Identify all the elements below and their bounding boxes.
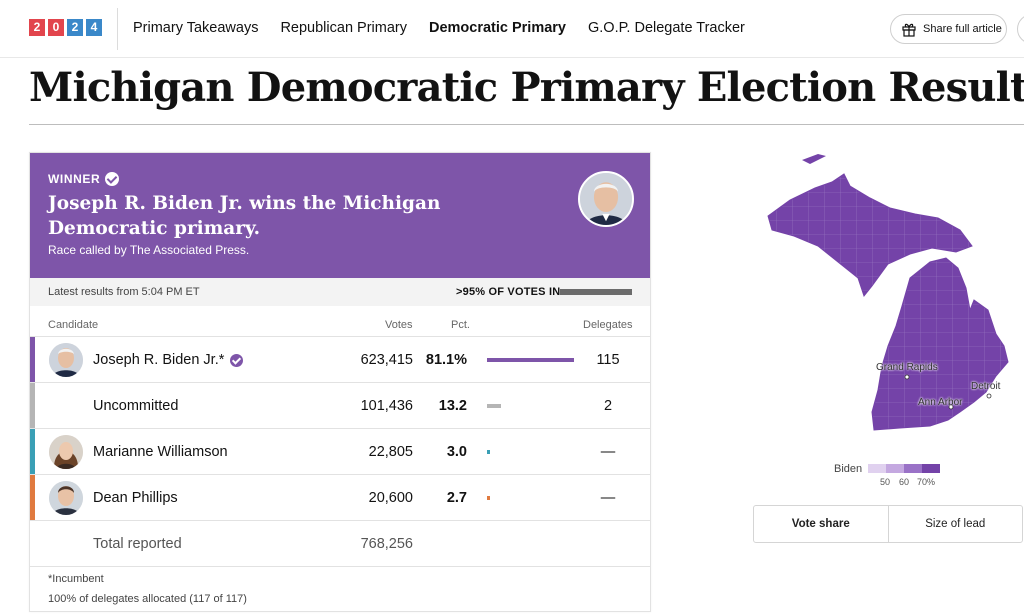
total-reported-row: Total reported 768,256 <box>30 520 650 566</box>
logo-digit: 2 <box>67 19 83 36</box>
logo-digit: 2 <box>29 19 45 36</box>
votes-in-bar <box>560 289 632 295</box>
winner-label: WINNER <box>48 172 120 186</box>
delegates-allocated-footnote: 100% of delegates allocated (117 of 117) <box>48 593 247 605</box>
upper-peninsula <box>767 173 973 298</box>
nav-link-republican-primary[interactable]: Republican Primary <box>280 20 407 36</box>
candidate-pct: 13.2 <box>438 398 467 414</box>
candidate-pct-bar <box>487 358 574 362</box>
candidate-votes: 20,600 <box>368 490 413 506</box>
latest-results-time: Latest results from 5:04 PM ET <box>48 286 200 298</box>
isle-royale <box>802 154 826 164</box>
column-header-delegates: Delegates <box>583 319 633 331</box>
nav-link-primary-takeaways[interactable]: Primary Takeaways <box>133 20 259 36</box>
nav-divider <box>117 8 118 50</box>
candidate-row[interactable]: Marianne Williamson 22,805 3.0 — <box>30 428 650 474</box>
map-mode-toggle: Vote share Size of lead <box>753 505 1023 543</box>
results-status-bar: Latest results from 5:04 PM ET >95% OF V… <box>30 278 650 306</box>
column-header-votes: Votes <box>385 319 413 331</box>
candidate-color-stripe <box>30 337 35 382</box>
section-nav: Primary Takeaways Republican Primary Dem… <box>133 20 767 36</box>
map-city-label: Ann Arbor <box>918 397 963 408</box>
candidate-avatar <box>49 481 83 515</box>
results-card: WINNER Joseph R. Biden Jr. wins the Mich… <box>29 152 651 612</box>
candidate-pct-bar <box>487 496 490 500</box>
share-article-label: Share full article <box>923 23 1002 35</box>
candidate-pct: 81.1% <box>425 352 467 368</box>
legend-label: Biden <box>834 463 863 475</box>
candidate-row[interactable]: Uncommitted 101,436 13.2 2 <box>30 382 650 428</box>
logo-digit: 0 <box>48 19 64 36</box>
candidate-delegates: — <box>600 490 616 506</box>
legend-swatch <box>922 464 940 473</box>
candidate-row[interactable]: Dean Phillips 20,600 2.7 — <box>30 474 650 520</box>
column-header-candidate: Candidate <box>48 319 99 331</box>
legend-swatch <box>886 464 904 473</box>
candidate-row[interactable]: Joseph R. Biden Jr.* 623,415 81.1% 115 <box>30 336 650 382</box>
total-reported-votes: 768,256 <box>360 536 413 552</box>
candidate-votes: 22,805 <box>368 444 413 460</box>
candidate-name-text: Marianne Williamson <box>93 444 228 460</box>
column-header-pct: Pct. <box>451 319 470 331</box>
candidate-votes: 101,436 <box>360 398 413 414</box>
map-city-label: Grand Rapids <box>876 362 938 373</box>
page-title: Michigan Democratic Primary Election Res… <box>29 64 1024 111</box>
winner-banner: WINNER Joseph R. Biden Jr. wins the Mich… <box>30 153 650 278</box>
race-called-by: Race called by The Associated Press. <box>48 243 250 257</box>
legend-swatch <box>868 464 886 473</box>
total-reported-label: Total reported <box>93 536 182 552</box>
candidate-color-stripe <box>30 383 35 428</box>
candidate-avatar <box>49 435 83 469</box>
candidate-pct: 2.7 <box>446 490 467 506</box>
check-circle-icon <box>105 172 120 186</box>
candidate-name-text: Joseph R. Biden Jr.* <box>93 352 225 368</box>
map-city-label: Detroit <box>971 381 1001 392</box>
candidate-color-stripe <box>30 475 35 520</box>
winner-headline: Joseph R. Biden Jr. wins the Michigan De… <box>48 193 441 239</box>
candidate-delegates: 2 <box>603 398 613 414</box>
candidate-name: Dean Phillips <box>93 490 178 506</box>
candidate-name: Marianne Williamson <box>93 444 228 460</box>
candidate-name: Uncommitted <box>93 398 178 414</box>
candidate-color-stripe <box>30 429 35 474</box>
candidate-name: Joseph R. Biden Jr.* <box>93 352 244 368</box>
candidate-pct: 3.0 <box>446 444 467 460</box>
top-nav: 2 0 2 4 Primary Takeaways Republican Pri… <box>0 0 1024 58</box>
michigan-county-map[interactable]: Grand Rapids Detroit Ann Arbor <box>760 150 1024 440</box>
lower-peninsula <box>871 257 1009 431</box>
vote-share-toggle[interactable]: Vote share <box>754 506 889 542</box>
incumbent-footnote: *Incumbent <box>48 573 104 585</box>
legend-tick: 70% <box>917 477 936 487</box>
candidate-name-text: Uncommitted <box>93 398 179 414</box>
logo-digit: 4 <box>86 19 102 36</box>
share-article-button[interactable]: Share full article <box>890 14 1007 44</box>
nav-link-democratic-primary[interactable]: Democratic Primary <box>428 20 566 36</box>
winner-label-text: WINNER <box>48 172 101 186</box>
candidate-name-text: Dean Phillips <box>93 490 178 506</box>
election-2024-logo[interactable]: 2 0 2 4 <box>29 19 102 36</box>
winner-check-icon <box>230 353 244 367</box>
candidate-votes: 623,415 <box>360 352 413 368</box>
legend-tick: 50 <box>880 477 891 487</box>
nav-link-gop-delegate-tracker[interactable]: G.O.P. Delegate Tracker <box>588 20 745 36</box>
table-divider <box>30 566 650 567</box>
legend-tick: 60 <box>899 477 910 487</box>
more-options-button[interactable] <box>1017 14 1024 44</box>
size-of-lead-toggle[interactable]: Size of lead <box>925 518 986 530</box>
candidate-pct-bar <box>487 450 491 454</box>
candidate-delegates: 115 <box>596 352 620 368</box>
title-divider <box>29 124 1024 125</box>
candidate-avatar <box>49 343 83 377</box>
gift-icon <box>902 23 916 37</box>
candidate-delegates: — <box>600 444 616 460</box>
winner-avatar <box>578 171 634 227</box>
candidate-pct-bar <box>487 404 502 408</box>
votes-in-label: >95% OF VOTES IN <box>456 286 561 298</box>
legend-swatch <box>904 464 922 473</box>
map-svg <box>767 154 1009 431</box>
